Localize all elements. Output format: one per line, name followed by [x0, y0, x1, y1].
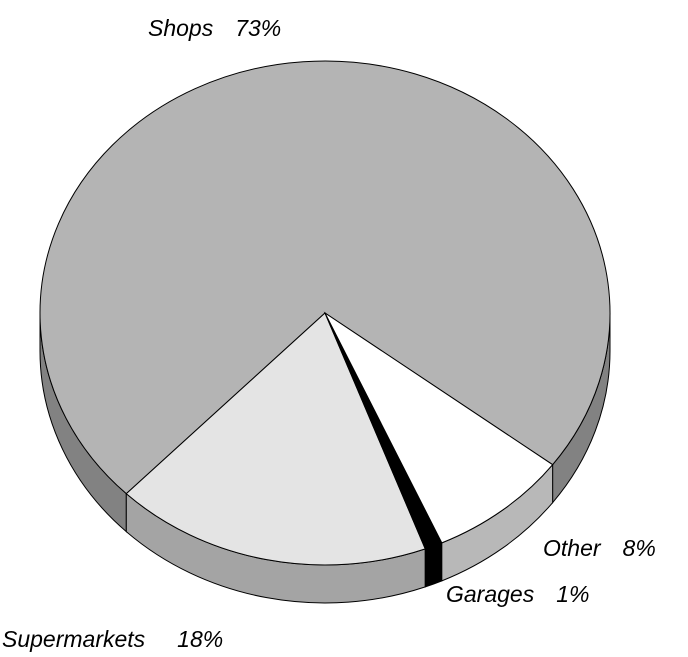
slice-label: Shops 73% [148, 15, 281, 41]
slice-name: Other [543, 535, 602, 561]
slice-label: Garages 1% [446, 581, 589, 607]
pie-side [424, 542, 443, 588]
slice-value: 18% [177, 626, 223, 652]
pie-slice [125, 312, 426, 566]
slice-value: 73% [235, 15, 281, 41]
pie-slice [323, 311, 554, 544]
slice-name: Shops [148, 15, 214, 41]
slice-name: Supermarkets [2, 626, 146, 652]
slice-label: Other 8% [543, 535, 656, 561]
pie-slice [39, 60, 611, 495]
slice-name: Garages [446, 581, 535, 607]
slice-value: 8% [623, 535, 656, 561]
slice-label: Supermarkets 18% [2, 626, 223, 652]
slice-value: 1% [556, 581, 589, 607]
